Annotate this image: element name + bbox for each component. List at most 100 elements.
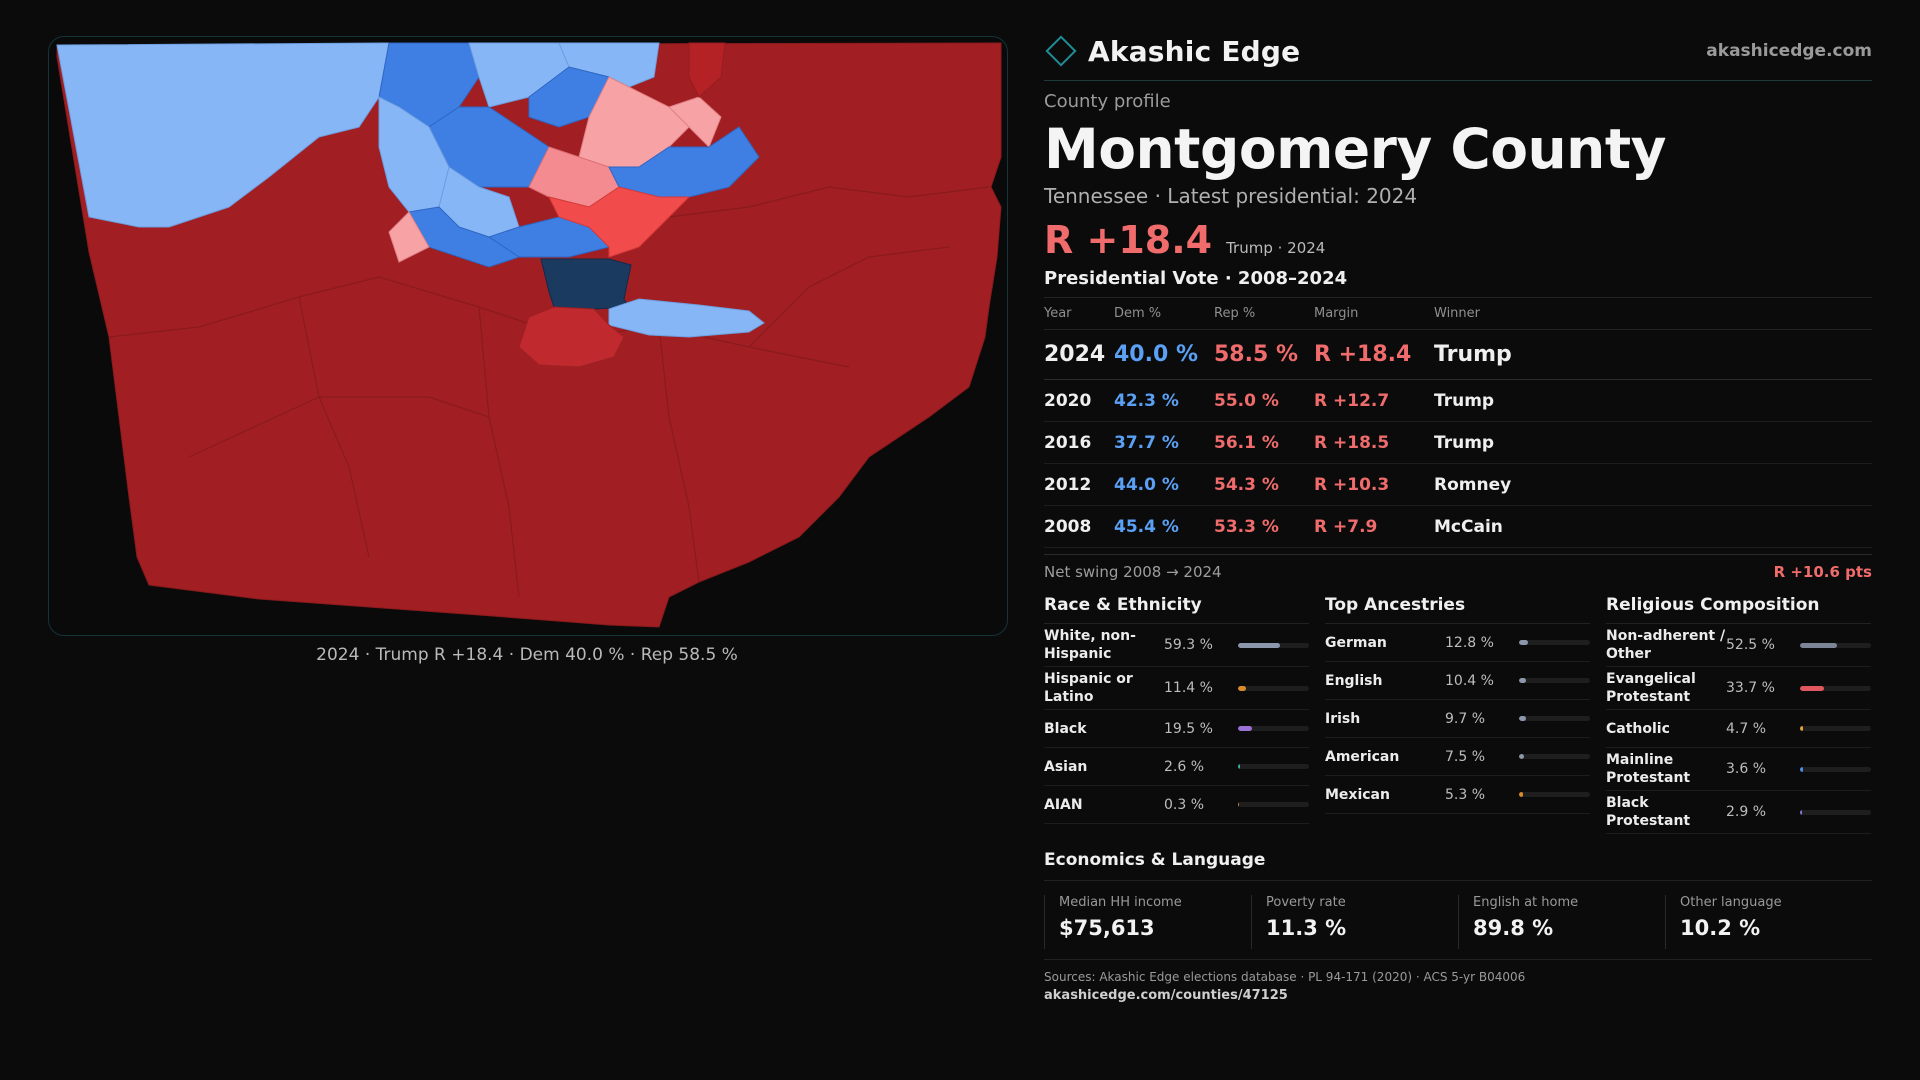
demographics: Race & Ethnicity White, non-Hispanic 59.3… (1044, 595, 1872, 834)
brand[interactable]: Akashic Edge (1044, 35, 1300, 68)
race-bar-fill (1238, 764, 1240, 769)
ancestry-pct: 9.7 % (1445, 710, 1486, 727)
page-subtitle: Tennessee · Latest presidential: 2024 (1044, 184, 1418, 208)
religion-row: Evangelical Protestant 33.7 % (1606, 667, 1871, 710)
county-map[interactable] (48, 36, 1008, 636)
ancestry-bar-fill (1519, 792, 1523, 797)
ancestry-bar (1519, 754, 1590, 759)
cell-winner: Trump (1434, 329, 1872, 380)
ancestry-label: English (1325, 672, 1383, 689)
cell-year: 2016 (1044, 421, 1114, 464)
profile-url-link[interactable]: akashicedge.com/counties/47125 (1044, 988, 1288, 1003)
precinct-map-svg[interactable] (49, 37, 1007, 635)
brand-name: Akashic Edge (1088, 34, 1301, 68)
religion-bar-fill (1800, 726, 1804, 731)
race-label: Black (1044, 720, 1087, 737)
ancestry-label: Mexican (1325, 786, 1390, 803)
stat-english: English at home 89.8 % (1458, 895, 1665, 949)
race-pct: 59.3 % (1164, 637, 1213, 653)
table-row[interactable]: 2008 45.4 % 53.3 % R +7.9 McCain (1044, 505, 1872, 548)
county-profile-panel: Akashic Edge akashicedge.com County prof… (1044, 30, 1872, 1003)
race-bar (1238, 685, 1309, 691)
vote-section-title: Presidential Vote · 2008–2024 (1044, 268, 1872, 298)
ancestry-bar (1519, 792, 1590, 797)
religion-label: Black Protestant (1606, 795, 1691, 829)
ancestry-bar (1519, 716, 1590, 721)
religion-bar (1800, 766, 1871, 772)
precinct-central-dark[interactable] (540, 258, 632, 310)
race-row: Hispanic or Latino 11.4 % (1044, 667, 1309, 710)
religion-label: Catholic (1606, 720, 1670, 737)
col-winner: Winner (1434, 298, 1872, 330)
race-bar (1238, 802, 1309, 807)
ancestry-row: Mexican 5.3 % (1325, 776, 1590, 814)
cell-dem: 42.3 % (1114, 379, 1214, 422)
diamond-outline-icon (1045, 35, 1077, 67)
col-dem: Dem % (1114, 298, 1214, 330)
stat-value: $75,613 (1059, 916, 1155, 940)
net-swing-row: Net swing 2008 → 2024 R +10.6 pts (1044, 554, 1872, 581)
race-bar (1238, 764, 1309, 769)
cell-rep: 54.3 % (1214, 463, 1314, 506)
ancestry-row: Irish 9.7 % (1325, 700, 1590, 738)
race-bar (1238, 726, 1309, 731)
sources: Sources: Akashic Edge elections database… (1044, 959, 1872, 1003)
ancestry-label: German (1325, 634, 1387, 651)
religion-title: Religious Composition (1606, 595, 1871, 624)
sources-text: Sources: Akashic Edge elections database… (1044, 970, 1526, 984)
race-pct: 19.5 % (1164, 720, 1213, 737)
cell-dem: 44.0 % (1114, 463, 1214, 506)
cell-dem: 37.7 % (1114, 421, 1214, 464)
religion-bar-fill (1800, 642, 1838, 648)
site-link[interactable]: akashicedge.com (1706, 41, 1872, 61)
race-label: Hispanic or Latino (1044, 671, 1133, 705)
stat-income: Median HH income $75,613 (1044, 895, 1251, 949)
religion-bar (1800, 809, 1871, 815)
brand-header: Akashic Edge akashicedge.com (1044, 30, 1872, 81)
religion-pct: 3.6 % (1726, 761, 1767, 777)
headline-note: Trump · 2024 (1226, 239, 1326, 257)
ancestry-pct: 5.3 % (1445, 786, 1486, 803)
ancestry-bar (1519, 678, 1590, 683)
table-row[interactable]: 2016 37.7 % 56.1 % R +18.5 Trump (1044, 421, 1872, 464)
race-bar-fill (1238, 726, 1252, 731)
religion-bar-fill (1800, 766, 1803, 772)
stat-label: Median HH income (1059, 895, 1182, 910)
religion-row: Mainline Protestant 3.6 % (1606, 748, 1871, 791)
stat-label: English at home (1473, 895, 1579, 910)
cell-dem: 40.0 % (1114, 329, 1214, 380)
ancestry-pct: 7.5 % (1445, 748, 1486, 765)
religion-section: Religious Composition Non-adherent / Oth… (1606, 595, 1871, 834)
page-kicker: County profile (1044, 91, 1171, 112)
ancestry-bar-fill (1519, 678, 1527, 683)
precinct-red-bright[interactable] (548, 186, 691, 258)
table-row[interactable]: 2024 40.0 % 58.5 % R +18.4 Trump (1044, 329, 1872, 380)
religion-bar-fill (1800, 685, 1824, 691)
precinct-pink-4[interactable] (668, 96, 722, 148)
precinct-northeast-red[interactable] (688, 42, 726, 98)
religion-label: Non-adherent / Other (1606, 628, 1726, 662)
race-pct: 2.6 % (1164, 758, 1205, 775)
col-year: Year (1044, 298, 1114, 330)
ancestry-bar-fill (1519, 716, 1526, 721)
table-row[interactable]: 2020 42.3 % 55.0 % R +12.7 Trump (1044, 379, 1872, 422)
precinct-pink-3[interactable] (388, 211, 430, 263)
cell-year: 2020 (1044, 379, 1114, 422)
race-title: Race & Ethnicity (1044, 595, 1309, 624)
ancestry-bar (1519, 640, 1590, 645)
race-bar (1238, 642, 1309, 648)
precinct-north-7[interactable] (408, 206, 521, 268)
ancestry-title: Top Ancestries (1325, 595, 1590, 624)
precinct-river-dem[interactable] (608, 298, 765, 338)
economics-stats: Median HH income $75,613 Poverty rate 11… (1044, 895, 1872, 949)
religion-bar (1800, 726, 1871, 731)
table-row[interactable]: 2012 44.0 % 54.3 % R +10.3 Romney (1044, 463, 1872, 506)
stat-value: 11.3 % (1266, 916, 1347, 940)
cell-year: 2008 (1044, 505, 1114, 548)
stat-value: 10.2 % (1680, 916, 1761, 940)
ancestry-section: Top Ancestries German 12.8 % English 10.4 %… (1325, 595, 1590, 834)
race-row: Black 19.5 % (1044, 710, 1309, 748)
cell-winner: Trump (1434, 379, 1872, 422)
religion-row: Black Protestant 2.9 % (1606, 791, 1871, 834)
precinct-south-enclave[interactable] (518, 306, 625, 368)
